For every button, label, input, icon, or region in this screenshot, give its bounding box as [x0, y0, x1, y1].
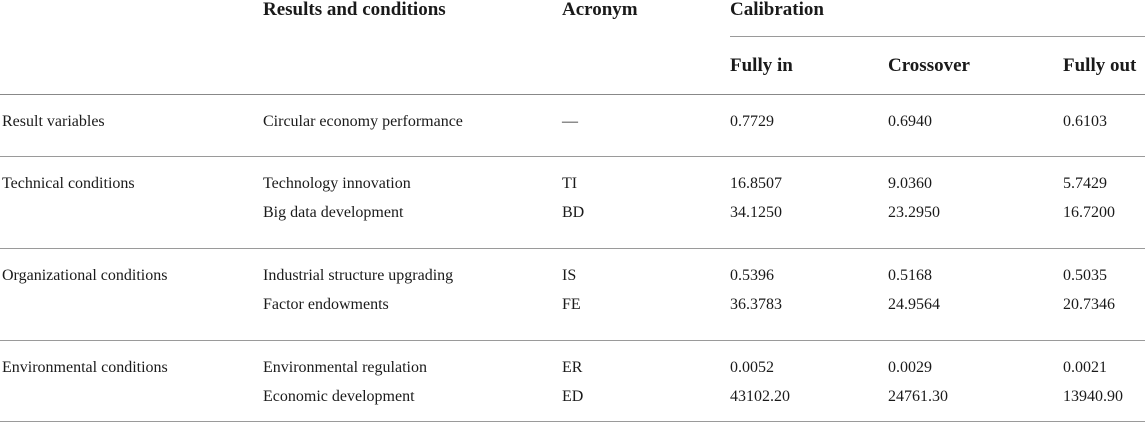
variable-circular-economy-performance: Circular economy performance: [263, 113, 463, 130]
header-bottom-rule: [0, 94, 1145, 95]
crossover-cell: 24761.30: [888, 388, 948, 405]
header-results-and-conditions: Results and conditions: [263, 0, 446, 20]
group-divider-rule: [0, 156, 1145, 157]
variable-economic-development: Economic development: [263, 388, 415, 405]
crossover-cell: 23.2950: [888, 204, 940, 221]
fully-out-cell: 0.6103: [1063, 113, 1107, 130]
header-fully-out: Fully out: [1063, 55, 1137, 76]
category-technical-conditions: Technical conditions: [2, 175, 135, 192]
fully-in-cell: 34.1250: [730, 204, 782, 221]
fully-out-cell: 0.0021: [1063, 359, 1107, 376]
fully-in-cell: 0.7729: [730, 113, 774, 130]
crossover-cell: 0.5168: [888, 267, 932, 284]
acronym-cell: BD: [562, 204, 585, 221]
acronym-cell: ER: [562, 359, 583, 376]
fully-out-cell: 13940.90: [1063, 388, 1123, 405]
group-divider-rule: [0, 248, 1145, 249]
header-acronym: Acronym: [562, 0, 638, 20]
acronym-cell: ED: [562, 388, 584, 405]
header-fully-in: Fully in: [730, 55, 793, 76]
fully-out-cell: 0.5035: [1063, 267, 1107, 284]
fully-in-cell: 43102.20: [730, 388, 790, 405]
fully-in-cell: 36.3783: [730, 296, 782, 313]
fully-out-cell: 5.7429: [1063, 175, 1107, 192]
variable-environmental-regulation: Environmental regulation: [263, 359, 427, 376]
category-environmental-conditions: Environmental conditions: [2, 359, 168, 376]
acronym-cell: IS: [562, 267, 577, 284]
fully-in-cell: 0.0052: [730, 359, 774, 376]
crossover-cell: 0.0029: [888, 359, 932, 376]
variable-big-data-development: Big data development: [263, 204, 404, 221]
header-calibration: Calibration: [730, 0, 824, 20]
crossover-cell: 24.9564: [888, 296, 940, 313]
crossover-cell: 0.6940: [888, 113, 932, 130]
variable-factor-endowments: Factor endowments: [263, 296, 389, 313]
fully-out-cell: 16.7200: [1063, 204, 1115, 221]
acronym-cell: —: [562, 113, 578, 130]
category-organizational-conditions: Organizational conditions: [2, 267, 168, 284]
fully-out-cell: 20.7346: [1063, 296, 1115, 313]
acronym-cell: FE: [562, 296, 581, 313]
group-divider-rule: [0, 340, 1145, 341]
category-result-variables: Result variables: [2, 113, 105, 130]
variable-technology-innovation: Technology innovation: [263, 175, 411, 192]
fully-in-cell: 16.8507: [730, 175, 782, 192]
fully-in-cell: 0.5396: [730, 267, 774, 284]
table-bottom-rule: [0, 421, 1145, 422]
calibration-subheader-rule: [730, 36, 1145, 37]
acronym-cell: TI: [562, 175, 578, 192]
crossover-cell: 9.0360: [888, 175, 932, 192]
variable-industrial-structure-upgrading: Industrial structure upgrading: [263, 267, 454, 284]
header-crossover: Crossover: [888, 55, 970, 76]
